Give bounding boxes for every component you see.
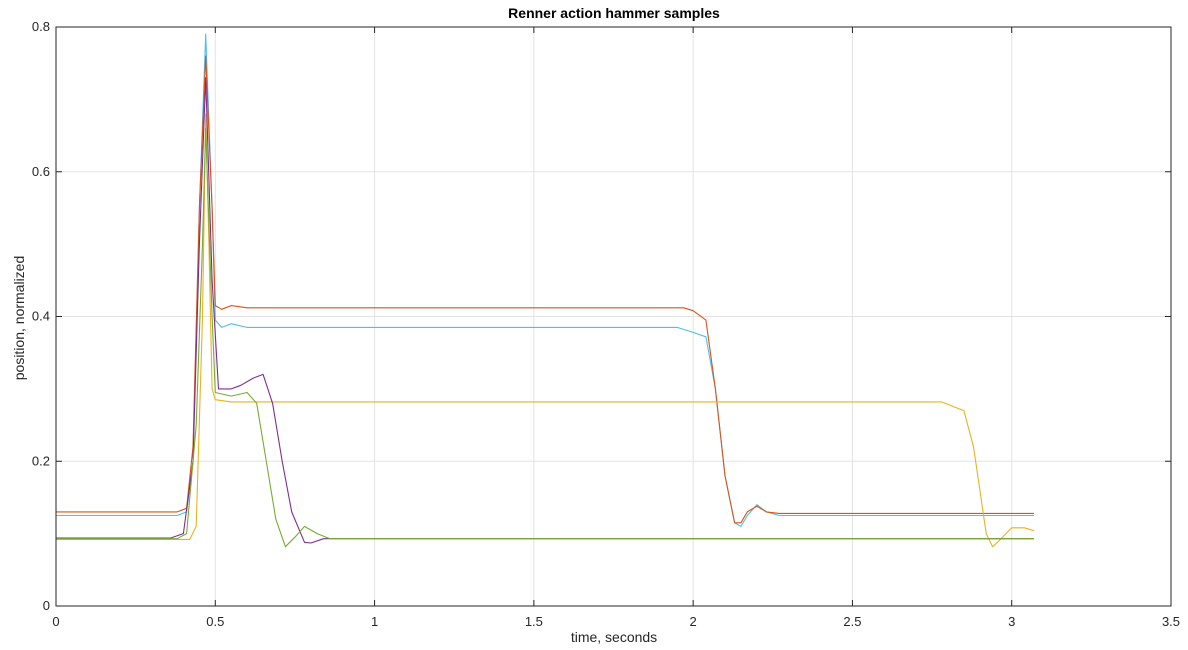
- y-tick-label: 0.8: [32, 19, 50, 34]
- chart-title: Renner action hammer samples: [508, 5, 720, 21]
- x-tick-label: 0.5: [206, 614, 224, 629]
- y-tick-label: 0.6: [32, 164, 50, 179]
- series-line-3: [56, 113, 1035, 548]
- series-lines: [56, 33, 1035, 548]
- x-tick-label: 2: [690, 614, 697, 629]
- y-axis-label: position, normalized: [11, 256, 27, 381]
- x-tick-label: 1.5: [525, 614, 543, 629]
- grid-lines: [56, 27, 1171, 606]
- y-tick-label: 0.2: [32, 453, 50, 468]
- x-tick-label: 2.5: [843, 614, 861, 629]
- x-tick-label: 1: [371, 614, 378, 629]
- x-axis-label: time, seconds: [571, 629, 657, 645]
- series-line-4: [56, 77, 1034, 544]
- x-tick-label: 3: [1008, 614, 1015, 629]
- x-tick-label: 0: [52, 614, 59, 629]
- y-tick-label: 0: [43, 598, 50, 613]
- series-line-2: [56, 55, 1034, 524]
- x-tick-label: 3.5: [1162, 614, 1180, 629]
- y-tick-label: 0.4: [32, 309, 50, 324]
- axis-ticks: 0 0.5 1 1.5 2 2.5 3 3.5 0 0.2 0.4 0.6 0.8: [32, 19, 1180, 629]
- series-line-5: [56, 127, 1034, 548]
